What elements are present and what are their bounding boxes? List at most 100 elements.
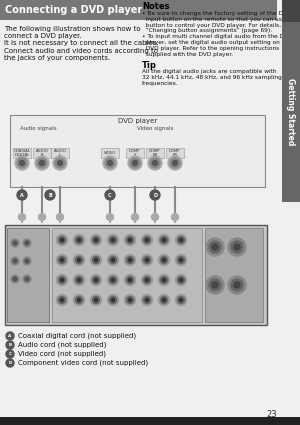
Circle shape — [58, 297, 65, 303]
Circle shape — [179, 278, 182, 281]
Circle shape — [176, 255, 187, 266]
Circle shape — [112, 298, 115, 301]
Circle shape — [25, 241, 29, 245]
Circle shape — [20, 161, 25, 165]
Circle shape — [209, 241, 221, 253]
Circle shape — [110, 277, 116, 283]
Bar — [51, 148, 69, 158]
Circle shape — [92, 297, 100, 303]
Circle shape — [19, 213, 26, 221]
Circle shape — [23, 239, 31, 247]
Text: Component video cord (not supplied): Component video cord (not supplied) — [18, 360, 148, 366]
Circle shape — [91, 295, 101, 306]
Circle shape — [131, 213, 139, 221]
Text: B: B — [48, 193, 52, 198]
Bar — [205, 228, 263, 322]
Circle shape — [11, 239, 19, 247]
Circle shape — [127, 297, 134, 303]
Circle shape — [38, 213, 46, 221]
Circle shape — [56, 275, 68, 286]
Circle shape — [142, 235, 152, 246]
Text: C: C — [108, 193, 112, 198]
Circle shape — [163, 298, 166, 301]
Circle shape — [178, 297, 184, 303]
Circle shape — [142, 255, 152, 266]
Text: the jacks of your components.: the jacks of your components. — [4, 55, 110, 61]
Text: DVD player: DVD player — [118, 118, 157, 124]
Circle shape — [94, 258, 98, 261]
Circle shape — [76, 236, 82, 244]
Circle shape — [160, 257, 167, 264]
Text: COMP
Y: COMP Y — [129, 149, 141, 157]
Circle shape — [76, 297, 82, 303]
Text: VIDEO: VIDEO — [104, 151, 116, 155]
Circle shape — [143, 297, 151, 303]
Circle shape — [61, 298, 64, 301]
Circle shape — [206, 238, 224, 256]
Circle shape — [176, 295, 187, 306]
Text: Connecting a DVD player: Connecting a DVD player — [5, 5, 142, 15]
Circle shape — [178, 257, 184, 264]
Circle shape — [150, 158, 160, 168]
Circle shape — [91, 275, 101, 286]
Circle shape — [74, 255, 85, 266]
Bar — [0, 417, 300, 425]
Circle shape — [110, 257, 116, 264]
Text: D: D — [153, 193, 157, 198]
Circle shape — [53, 156, 67, 170]
Text: Video signals: Video signals — [137, 125, 173, 130]
Circle shape — [128, 298, 131, 301]
Circle shape — [228, 276, 246, 294]
Circle shape — [17, 190, 27, 200]
Circle shape — [112, 278, 115, 281]
Circle shape — [160, 277, 167, 283]
Bar — [0, 0, 277, 20]
Circle shape — [160, 236, 167, 244]
Circle shape — [178, 236, 184, 244]
Circle shape — [231, 241, 243, 253]
Circle shape — [176, 235, 187, 246]
Text: Tip: Tip — [142, 61, 157, 71]
Circle shape — [172, 213, 178, 221]
Circle shape — [58, 161, 62, 165]
Bar — [5, 225, 267, 325]
Text: COMP
PB: COMP PB — [149, 149, 161, 157]
Bar — [146, 148, 164, 158]
Circle shape — [206, 276, 224, 294]
Circle shape — [94, 278, 98, 281]
Circle shape — [56, 235, 68, 246]
Circle shape — [179, 238, 182, 241]
Circle shape — [170, 158, 180, 168]
Text: supplied with the DVD player.: supplied with the DVD player. — [142, 51, 233, 57]
Circle shape — [163, 238, 166, 241]
Circle shape — [17, 158, 27, 168]
Circle shape — [128, 156, 142, 170]
Circle shape — [234, 244, 240, 250]
Circle shape — [6, 332, 14, 340]
Circle shape — [146, 278, 148, 281]
Text: Connect audio and video cords according to: Connect audio and video cords according … — [4, 48, 158, 54]
Circle shape — [146, 238, 148, 241]
Circle shape — [176, 275, 187, 286]
Circle shape — [172, 161, 178, 165]
Circle shape — [128, 258, 131, 261]
Circle shape — [35, 156, 49, 170]
Circle shape — [23, 275, 31, 283]
Circle shape — [6, 350, 14, 358]
Circle shape — [94, 298, 98, 301]
Circle shape — [158, 275, 169, 286]
Text: button to control your DVD player. For details, see: button to control your DVD player. For d… — [142, 23, 294, 28]
Circle shape — [124, 275, 136, 286]
Circle shape — [160, 297, 167, 303]
Circle shape — [228, 238, 246, 256]
Circle shape — [92, 277, 100, 283]
Circle shape — [153, 161, 158, 165]
Circle shape — [178, 277, 184, 283]
Circle shape — [61, 238, 64, 241]
Text: connect a DVD player.: connect a DVD player. — [4, 33, 82, 39]
Circle shape — [110, 236, 116, 244]
Circle shape — [128, 238, 131, 241]
Circle shape — [13, 241, 17, 245]
Circle shape — [128, 278, 131, 281]
Circle shape — [6, 359, 14, 367]
